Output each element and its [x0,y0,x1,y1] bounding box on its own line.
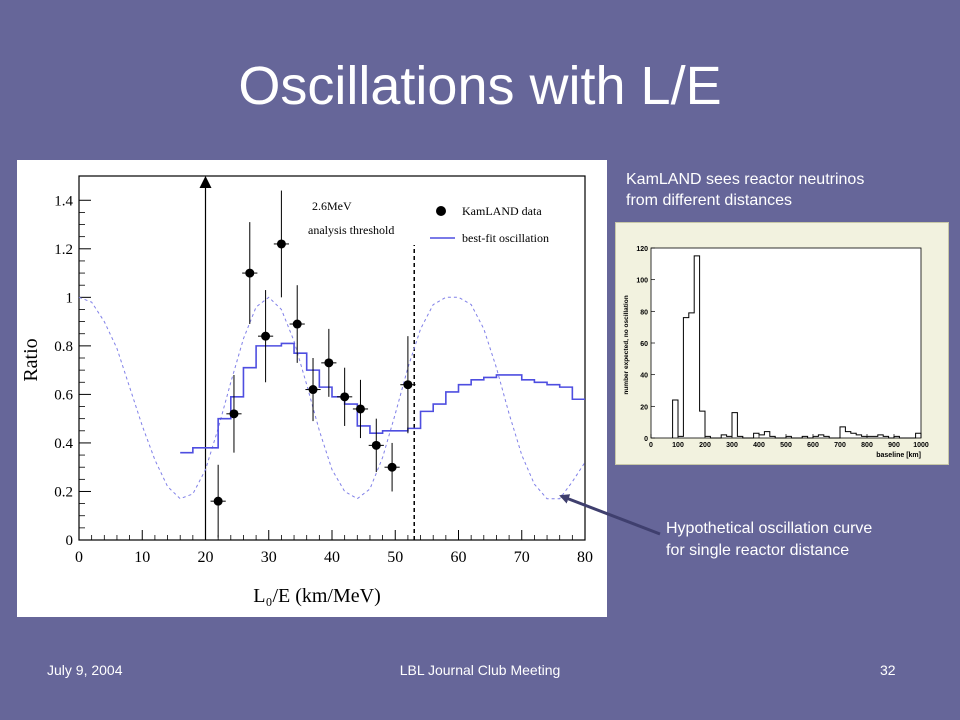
inset-x-tick-label: 400 [753,442,765,449]
inset-x-tick-label: 200 [699,442,711,449]
inset-caption: KamLAND sees reactor neutrinos from diff… [626,169,956,211]
y-tick-label: 1.4 [54,193,73,209]
inset-x-tick-label: 0 [649,442,653,449]
data-point [213,496,223,506]
threshold-arrowhead [199,176,212,188]
footer-page-number: 32 [880,662,896,678]
data-point [403,380,413,390]
data-point [387,462,397,472]
inset-x-tick-label: 800 [861,442,873,449]
data-point [355,404,365,414]
inset-x-tick-label: 500 [780,442,792,449]
inset-x-tick-label: 1000 [913,442,929,449]
inset-histogram [672,255,922,439]
data-point [340,392,350,402]
x-tick-label: 70 [514,549,530,566]
inset-y-tick-label: 40 [640,373,648,380]
data-point [261,331,271,341]
slide-title: Oscillations with L/E [238,56,722,116]
y-tick-label: 0.6 [54,387,73,403]
x-tick-label: 10 [134,549,150,566]
data-point [276,239,286,249]
data-point [292,319,302,329]
main-chart-svg: 0 10 20 30 40 50 60 70 80 0 0.2 0.4 0.6 0.8 1 1.2 1.4 L₀/… [20,175,593,607]
inset-caption-line-1: KamLAND sees reactor neutrinos [626,171,865,188]
y-tick-label: 0 [66,533,74,549]
threshold-label: 2.6MeV [312,199,352,213]
best-fit-histogram [180,342,585,454]
x-tick-label: 20 [198,549,214,566]
data-point [229,409,239,419]
inset-chart-svg: 0 20 40 60 80 100 120 0 100 200 300 400 500 600 700 800… [623,246,929,459]
inset-y-tick-label: 120 [636,246,648,253]
inset-x-tick-label: 600 [807,442,819,449]
data-point [308,385,318,395]
y-tick-label: 0.4 [54,436,73,452]
inset-caption-line-2: from different distances [626,192,793,209]
data-point [324,358,334,368]
inset-frame [650,247,922,439]
inset-plot: 0 20 40 60 80 100 120 0 100 200 300 400 500 600 700 800… [615,222,949,465]
inset-y-tick-label: 20 [640,404,648,411]
data-point [245,268,255,278]
x-tick-label: 80 [577,549,593,566]
inset-y-tick-label: 0 [644,436,648,443]
y-tick-label: 1.2 [54,242,73,258]
inset-y-tick-label: 80 [640,309,648,316]
x-axis-label: L₀/E (km/MeV) [253,585,381,607]
hyp-caption-line-2: for single reactor distance [666,542,850,559]
inset-y-axis-label: number expected, no oscillation [623,295,630,394]
y-tick-label: 0.8 [54,339,73,355]
y-tick-label: 1 [66,290,74,306]
hypothetical-curve-caption: Hypothetical oscillation curve for singl… [666,518,956,562]
inset-x-tick-label: 700 [834,442,846,449]
legend-marker-data [436,206,446,216]
x-tick-label: 50 [387,549,403,566]
hyp-caption-line-1: Hypothetical oscillation curve [666,520,873,537]
x-tick-label: 60 [451,549,467,566]
footer-date: July 9, 2004 [47,662,123,678]
inset-x-tick-label: 300 [726,442,738,449]
main-plot: 0 10 20 30 40 50 60 70 80 0 0.2 0.4 0.6 0.8 1 1.2 1.4 L₀/… [17,160,607,617]
y-axis-label: Ratio [20,338,42,381]
hypothetical-curve [78,296,586,500]
y-tick-label: 0.2 [54,484,73,500]
inset-y-tick-label: 60 [640,341,648,348]
inset-x-tick-label: 100 [672,442,684,449]
legend-label-data: KamLAND data [462,204,542,218]
inset-y-tick-label: 100 [636,278,648,285]
footer-meeting-name: LBL Journal Club Meeting [399,662,561,678]
x-tick-label: 30 [261,549,277,566]
x-tick-label: 0 [75,549,83,566]
inset-x-tick-label: 900 [888,442,900,449]
x-tick-label: 40 [324,549,340,566]
inset-x-axis-label: baseline [km] [876,452,921,459]
data-point [371,440,381,450]
threshold-label: analysis threshold [308,223,394,237]
legend-label-bestfit: best-fit oscillation [462,231,549,245]
